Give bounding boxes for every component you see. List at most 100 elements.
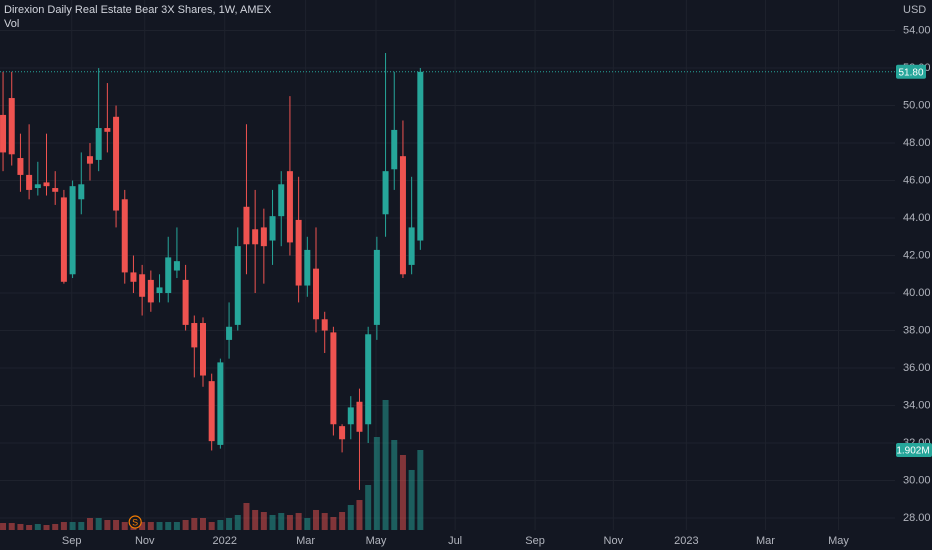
candle-body [304,249,311,286]
x-tick-label: Nov [604,535,624,547]
y-tick-label: 36.00 [903,362,931,374]
candles: S [0,53,895,529]
volume-bar [286,514,293,530]
axes: 28.0030.0032.0034.0036.0038.0040.0042.00… [62,0,932,550]
y-tick-label: 30.00 [903,474,931,486]
candle-body [391,129,398,170]
volume-bar [69,522,76,530]
candle-body [208,381,215,442]
candle-body [199,323,206,376]
volume-bar [356,500,363,530]
last-volume-box [896,442,932,457]
y-tick-label: 40.00 [903,287,931,299]
candle-body [147,279,154,303]
y-tick-label: 34.00 [903,399,931,411]
volume-bar [34,523,41,530]
volume-bar [95,518,102,530]
candle-body [226,326,233,340]
candle-body [347,407,354,425]
y-tick-label: 38.00 [903,324,931,336]
volume-bar [330,517,337,530]
candle-body [313,268,320,320]
volume-bar [391,439,398,530]
volume-bar [304,518,311,530]
volume-title: Vol [4,18,19,30]
volume-bar [278,513,285,530]
volume-bar [182,519,189,530]
candle-body [295,219,302,286]
currency: USD [903,4,926,16]
candle-body [321,319,328,331]
volume-bar [199,518,206,530]
candle-body [78,184,85,200]
candle-body [17,158,24,175]
last-price-label: 51.80 [898,67,923,78]
volume-bar [139,522,146,530]
volume-bar [17,523,24,530]
y-tick-label: 44.00 [903,212,931,224]
candle-body [0,114,7,153]
candle-body [260,227,267,247]
volume-bar [252,509,259,530]
volume-bar [339,511,346,530]
volume-bar [60,522,67,530]
volume-bar [78,522,85,530]
volume-bar [104,519,111,530]
x-tick-label: Mar [756,535,775,547]
volume-bar [226,518,233,530]
volume-bar [86,518,93,530]
candle-body [365,334,372,425]
candle-body [339,426,346,440]
y-tick-label: 48.00 [903,137,931,149]
candle-body [278,184,285,217]
y-tick-label: 50.00 [903,99,931,111]
candle-body [173,261,180,271]
x-tick-label: 2022 [212,535,236,547]
x-tick-label: Nov [135,535,155,547]
volume-bar [399,455,406,530]
price-axis [895,0,932,550]
volume-bar [8,523,15,530]
volume-bar [173,522,180,530]
x-tick-label: Jul [448,535,462,547]
x-tick-label: May [366,535,387,547]
volume-bar [165,522,172,530]
candle-body [243,206,250,245]
x-tick-label: May [828,535,849,547]
event-marker [128,515,142,529]
volume-bar [382,399,389,530]
candle-body [52,188,59,192]
volume-bar [347,505,354,530]
event-label: S [132,517,138,527]
y-tick-label: 28.00 [903,512,931,524]
volume-bar [365,484,372,530]
candle-body [382,171,389,215]
volume-bar [408,469,415,530]
x-tick-label: Sep [525,535,545,547]
candle-body [60,197,67,282]
candle-body [217,362,224,445]
volume-bar [373,436,380,530]
volume-bar [52,523,59,530]
volume-bar [121,522,128,530]
volume-bar [295,513,302,530]
candle-body [69,186,76,275]
candle-body [408,227,415,265]
candle-body [417,71,424,241]
candle-body [373,249,380,325]
y-tick-label: 54.00 [903,24,931,36]
candle-body [399,156,406,275]
volume-bar [43,524,50,530]
volume-bar [269,514,276,530]
candle-body [356,401,363,432]
candle-body [269,216,276,241]
candle-body [252,229,259,245]
candle-body [104,128,111,132]
candle-body [43,182,50,187]
volume-bar [313,509,320,530]
volume-bar [243,502,250,530]
volume-bar [191,518,198,530]
